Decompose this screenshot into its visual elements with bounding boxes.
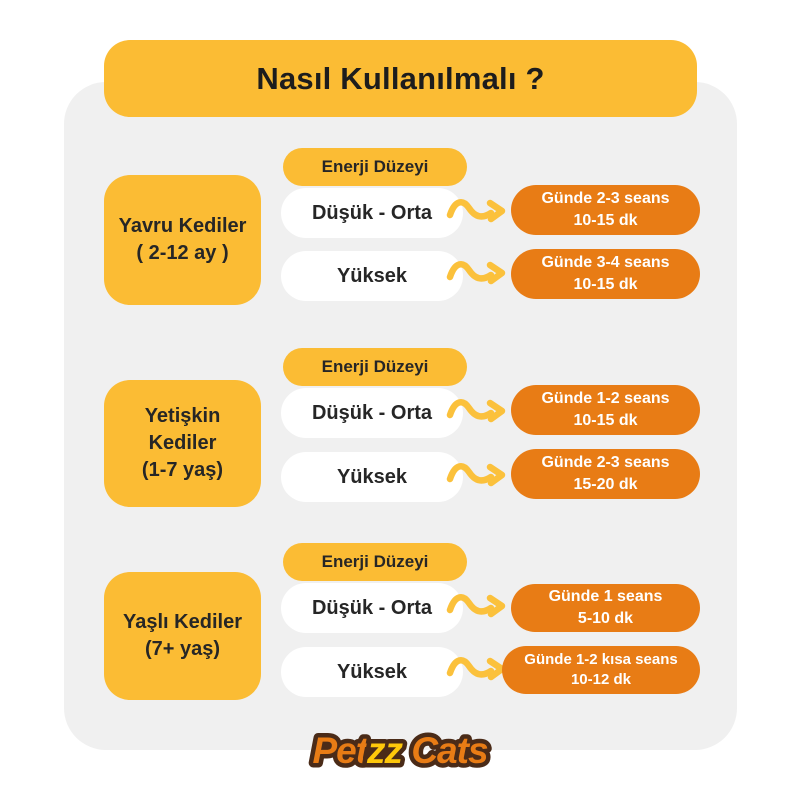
recommendation-pill: Günde 1 seans 5-10 dk (511, 584, 700, 632)
recommendation-pill: Günde 2-3 seans 15-20 dk (511, 449, 700, 499)
page-title-label: Nasıl Kullanılmalı ? (256, 60, 545, 96)
energy-level-low-medium: Düşük - Orta (281, 388, 463, 438)
energy-level-header-label: Enerji Düzeyi (321, 157, 429, 176)
recommendation-pill: Günde 1-2 seans 10-15 dk (511, 385, 700, 435)
energy-level-header-label: Enerji Düzeyi (321, 357, 429, 376)
wavy-arrow-icon (446, 261, 506, 285)
age-group-box-kittens: Yavru Kediler ( 2-12 ay ) (104, 175, 261, 305)
wavy-arrow-icon (446, 463, 506, 487)
energy-level-header-label: Enerji Düzeyi (321, 552, 429, 571)
logo-text-pet: Pet (312, 730, 369, 771)
energy-level-header: Enerji Düzeyi (283, 148, 467, 186)
energy-level-header: Enerji Düzeyi (283, 348, 467, 386)
age-group-label: Yavru Kediler ( 2-12 ay ) (118, 215, 247, 264)
recommendation-pill: Günde 1-2 kısa seans 10-12 dk (502, 646, 700, 694)
wavy-arrow-icon (446, 199, 506, 223)
energy-level-label: Düşük - Orta (311, 201, 433, 224)
logo-text-zz: zz (366, 730, 404, 771)
wavy-arrow-icon (446, 657, 506, 681)
recommendation-pill: Günde 2-3 seans 10-15 dk (511, 185, 700, 235)
petzz-cats-logo: Petzz Cats (308, 726, 493, 776)
energy-level-low-medium: Düşük - Orta (281, 188, 463, 238)
energy-level-label: Yüksek (336, 660, 408, 683)
age-group-label: Yaşlı Kediler (7+ yaş) (123, 611, 242, 660)
energy-level-label: Yüksek (336, 264, 408, 287)
energy-level-label: Düşük - Orta (311, 401, 433, 424)
energy-level-label: Düşük - Orta (311, 596, 433, 619)
energy-level-label: Yüksek (336, 465, 408, 488)
age-group-label: Yetişkin Kediler (1-7 yaş) (141, 405, 224, 481)
energy-level-low-medium: Düşük - Orta (281, 583, 463, 633)
logo-text-cats: Cats (402, 730, 488, 771)
wavy-arrow-icon (446, 399, 506, 423)
svg-text:Petzz Cats: Petzz Cats (312, 730, 487, 771)
wavy-arrow-icon (446, 594, 506, 618)
recommendation-pill: Günde 3-4 seans 10-15 dk (511, 249, 700, 299)
recommendation-label: Günde 2-3 seans 10-15 dk (541, 190, 670, 229)
energy-level-high: Yüksek (281, 251, 463, 301)
recommendation-label: Günde 1-2 kısa seans 10-12 dk (524, 650, 678, 688)
energy-level-header: Enerji Düzeyi (283, 543, 467, 581)
recommendation-label: Günde 3-4 seans 10-15 dk (541, 254, 670, 293)
recommendation-label: Günde 2-3 seans 15-20 dk (541, 454, 670, 493)
recommendation-label: Günde 1 seans 5-10 dk (548, 588, 663, 627)
energy-level-high: Yüksek (281, 647, 463, 697)
energy-level-high: Yüksek (281, 452, 463, 502)
page-title: Nasıl Kullanılmalı ? (104, 40, 697, 117)
age-group-box-senior: Yaşlı Kediler (7+ yaş) (104, 572, 261, 700)
recommendation-label: Günde 1-2 seans 10-15 dk (541, 390, 670, 429)
age-group-box-adult: Yetişkin Kediler (1-7 yaş) (104, 380, 261, 507)
